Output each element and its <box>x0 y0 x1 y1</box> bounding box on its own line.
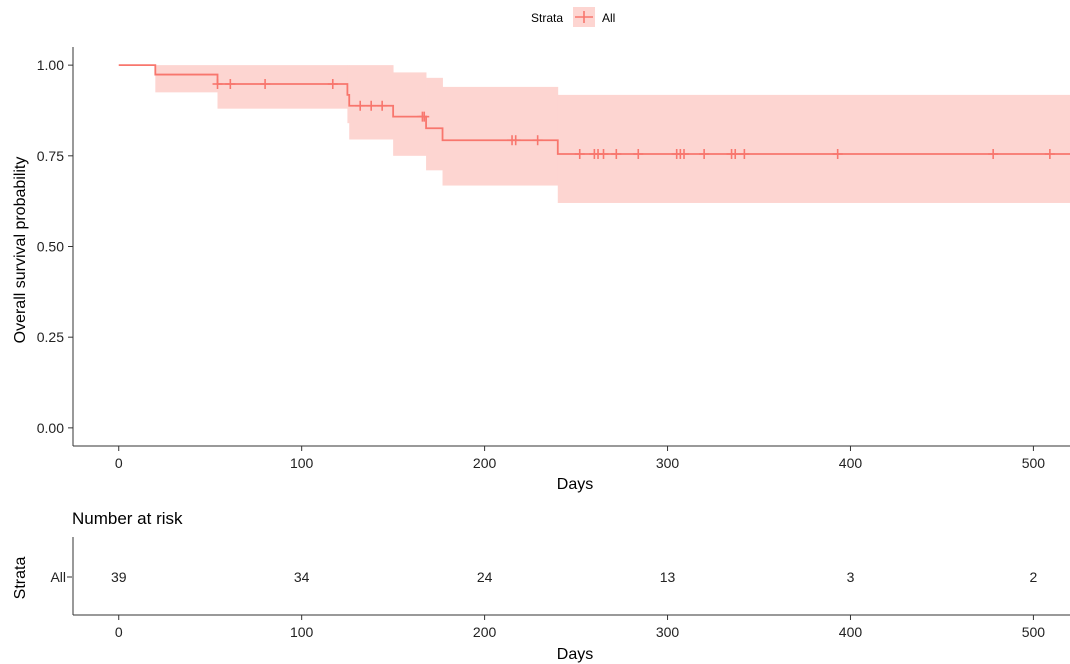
risk-values: 39 34 24 13 3 2 <box>111 569 1038 585</box>
legend-label: All <box>602 11 615 25</box>
censor-mark <box>260 78 271 89</box>
x-tick-label: 200 <box>473 455 497 471</box>
y-axis-title: Overall survival probability <box>12 157 29 344</box>
x-axis-ticks: 0 100 200 300 400 500 <box>115 446 1045 471</box>
legend-title: Strata <box>531 11 563 25</box>
risk-table: Number at risk Strata All 39 34 24 13 3 2 0 10… <box>12 509 1070 663</box>
confidence-band <box>155 65 1070 203</box>
censor-mark <box>679 149 690 160</box>
risk-count: 24 <box>477 569 493 585</box>
x-tick-label: 100 <box>290 455 314 471</box>
y-tick-label: 0.00 <box>37 420 64 436</box>
y-tick-label: 0.50 <box>37 239 64 255</box>
censor-mark <box>730 149 741 160</box>
x-tick-label: 400 <box>839 455 863 471</box>
risk-x-tick-label: 100 <box>290 624 314 640</box>
censor-mark <box>611 149 622 160</box>
risk-count: 34 <box>294 569 310 585</box>
survival-plot: 0 100 200 300 400 500 0.00 0.25 0.50 0.75 1.00 Da… <box>12 47 1070 493</box>
censor-mark <box>574 149 585 160</box>
ci-band-segment <box>155 65 218 93</box>
risk-x-tick-label: 300 <box>656 624 680 640</box>
censor-mark <box>366 100 377 111</box>
risk-x-tick-label: 200 <box>473 624 497 640</box>
legend: Strata All <box>531 7 615 27</box>
y-tick-label: 0.75 <box>37 148 64 164</box>
y-tick-label: 0.25 <box>37 329 64 345</box>
x-tick-label: 0 <box>115 455 123 471</box>
censor-mark <box>377 100 388 111</box>
ci-band-segment <box>426 77 443 171</box>
risk-strata-label: All <box>50 569 66 585</box>
x-tick-label: 300 <box>656 455 680 471</box>
risk-x-axis-ticks: 0 100 200 300 400 500 <box>115 615 1045 640</box>
risk-table-y-title: Strata <box>12 557 29 600</box>
risk-table-title: Number at risk <box>72 509 183 528</box>
risk-x-tick-label: 400 <box>839 624 863 640</box>
censor-mark <box>832 149 843 160</box>
x-axis-title: Days <box>557 476 593 493</box>
risk-count: 13 <box>660 569 676 585</box>
risk-x-tick-label: 500 <box>1022 624 1046 640</box>
risk-count: 3 <box>847 569 855 585</box>
censor-mark <box>699 149 710 160</box>
risk-count: 2 <box>1030 569 1038 585</box>
ci-band-segment <box>217 65 348 109</box>
censor-mark <box>633 149 644 160</box>
x-tick-label: 500 <box>1022 455 1046 471</box>
censor-mark <box>598 149 609 160</box>
risk-x-tick-label: 0 <box>115 624 123 640</box>
y-axis-ticks: 0.00 0.25 0.50 0.75 1.00 <box>37 57 73 436</box>
censor-marks <box>212 78 1055 160</box>
censor-mark <box>419 111 430 122</box>
ci-band-segment <box>557 94 1070 203</box>
censor-mark <box>510 135 521 146</box>
censor-mark <box>225 78 236 89</box>
censor-mark <box>1044 149 1055 160</box>
risk-x-axis-title: Days <box>557 646 593 663</box>
censor-mark <box>739 149 750 160</box>
ci-band-segment <box>393 72 427 156</box>
censor-mark <box>212 78 223 89</box>
censor-mark <box>355 100 366 111</box>
y-tick-label: 1.00 <box>37 57 64 73</box>
risk-count: 39 <box>111 569 127 585</box>
ci-band-segment <box>442 86 559 186</box>
censor-mark <box>532 135 543 146</box>
censor-mark <box>327 78 338 89</box>
censor-mark <box>988 149 999 160</box>
